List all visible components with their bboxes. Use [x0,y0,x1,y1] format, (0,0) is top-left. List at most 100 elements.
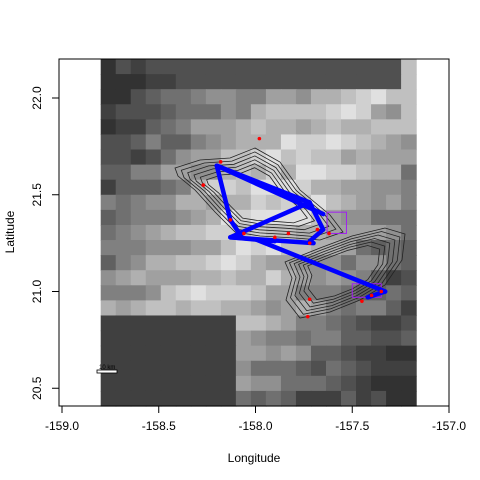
raster-cell [100,224,117,241]
raster-cell [310,315,327,332]
raster-cell [280,74,297,90]
raster-cell [130,240,147,256]
raster-cell [371,330,387,347]
raster-cell [356,240,372,256]
raster-cell [265,375,282,392]
raster-cell [356,209,372,226]
raster-cell [235,270,252,286]
raster-cell [280,330,297,347]
raster-cell [341,89,357,105]
raster-cell [341,255,357,271]
raster-cell [205,209,222,226]
raster-cell [250,330,267,347]
raster-cell [401,194,417,211]
raster-cell [295,345,312,362]
raster-cell [280,270,297,286]
x-tick-label: -157.5 [335,419,369,433]
raster-cell [295,134,312,151]
y-tick-label: 22.0 [30,86,44,110]
raster-cell [250,74,267,90]
raster-cell [115,270,132,286]
raster-cell [325,89,342,105]
raster-cell [235,330,252,347]
raster-cell [115,345,132,362]
raster-cell [310,285,327,301]
raster-cell [190,255,207,271]
raster-cell [325,390,342,407]
network-edges [214,163,388,300]
raster-cell [220,285,237,301]
raster-cell [130,179,147,196]
raster-cell [190,209,207,226]
raster-cell [295,360,312,377]
raster-cell [145,179,162,196]
contour-line [284,227,406,319]
raster-cell [205,119,222,136]
raster-cell [115,74,132,90]
raster-cell [160,375,177,392]
raster-cell [115,375,132,392]
raster-cell [265,149,282,166]
sample-point [305,314,310,319]
sample-point [242,231,246,236]
raster-cell [190,194,207,211]
sample-points [201,136,384,319]
raster-cell [386,89,402,105]
raster-cell [325,345,342,362]
raster-cell [356,74,372,90]
raster-cell [115,255,132,271]
raster-cell [280,134,297,151]
raster-cell [145,360,162,377]
sample-point [327,231,331,236]
raster-cell [295,74,312,90]
raster-cell [386,330,402,347]
raster-cell [401,119,417,136]
sample-point [201,183,206,187]
raster-cell [220,74,237,90]
raster-cell [356,59,372,75]
raster-cell [175,209,192,226]
raster-cell [145,194,162,211]
raster-cell [265,300,282,317]
raster-cell [250,375,267,392]
raster-cell [341,345,357,362]
raster-cell [130,224,147,241]
raster-cell [265,345,282,362]
sample-point [273,235,277,240]
raster-cell [250,345,267,362]
raster-cell [235,194,252,211]
raster-cell [295,315,312,332]
raster-cell [130,134,147,151]
raster-cell [190,104,207,120]
raster-cell [160,270,177,286]
zone-rectangle [326,211,347,234]
raster-cell [386,345,402,362]
raster-cell [175,149,192,166]
raster-cell [235,104,252,120]
raster-cell [205,285,222,301]
raster-cell [205,360,222,377]
contour-line [180,151,337,238]
raster-cell [115,194,132,211]
raster-cell [130,300,147,317]
x-axis-title: Longitude [228,451,281,465]
raster-cell [325,360,342,377]
raster-cell [371,74,387,90]
raster-cell [280,149,297,166]
raster-cell [115,300,132,317]
raster-cell [341,74,357,90]
raster-cell [356,134,372,151]
raster-cell [371,119,387,136]
raster-cell [371,375,387,392]
raster-cell [205,390,222,407]
raster-cell [356,300,372,317]
raster-cell [220,375,237,392]
raster-cell [401,270,417,286]
raster-cell [100,164,117,181]
raster-cell [386,164,402,181]
raster-cell [325,149,342,166]
raster-cell [401,375,417,392]
raster-cell [371,164,387,181]
raster-cell [115,149,132,166]
raster-cell [100,119,117,136]
